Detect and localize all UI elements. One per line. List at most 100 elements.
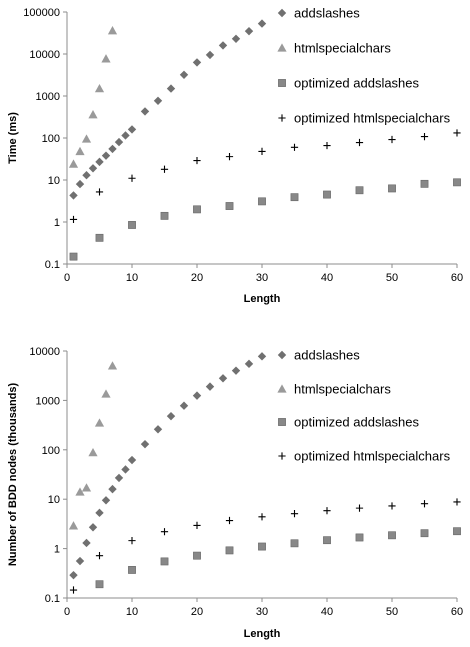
series-plus [69,129,461,224]
data-point-diamond [114,473,124,483]
data-point-plus [453,498,461,506]
data-point-diamond [205,382,215,391]
x-tick-label: 60 [451,272,463,284]
data-point-square [323,190,331,199]
data-point-diamond [108,484,117,494]
data-point-plus [95,552,104,560]
data-point-square [128,221,136,229]
data-point-diamond [179,70,189,79]
data-point-square [323,536,331,545]
data-point-diamond [166,411,176,421]
data-point-triangle [107,361,118,370]
series-diamond [69,19,267,200]
x-tick-label: 10 [126,272,138,284]
data-point-diamond [140,107,150,116]
data-point-triangle [94,418,105,427]
data-point-triangle [94,84,105,93]
data-point-square [160,557,169,566]
data-point-plus [69,586,78,594]
x-tick-label: 0 [64,272,70,284]
data-point-plus [128,537,136,545]
data-point-diamond [114,137,124,147]
data-point-diamond [101,151,111,160]
legend-label: addslashes [294,348,360,363]
data-point-diamond [108,144,117,154]
series-triangle [68,26,118,168]
data-point-plus [193,156,201,165]
data-point-diamond [88,164,98,173]
data-point-plus [388,502,396,510]
y-tick-label: 100000 [23,7,60,19]
data-point-diamond [121,131,130,140]
data-point-plus [453,129,461,137]
series-triangle [68,361,118,530]
data-point-diamond [244,26,254,36]
series-plus [69,498,461,594]
legend-label: htmlspecialchars [294,382,391,397]
data-point-diamond [231,34,241,44]
chart-1: 0.1 1 10 100 1000 10000 100000 0 10 20 30 40 50 60 Len… [7,6,463,306]
data-point-triangle [81,134,92,143]
data-point-square [225,546,234,555]
legend-marker-triangle [277,43,287,52]
data-point-diamond [82,171,91,180]
data-point-diamond [127,455,137,465]
data-point-square [420,179,429,188]
data-point-diamond [95,508,104,518]
data-point-triangle [75,487,85,496]
legend-label: optimized htmlspecialchars [294,449,451,464]
x-tick-label: 40 [321,606,333,618]
legend-marker-plus [278,114,286,122]
legend-marker-diamond [277,350,287,360]
legend-marker-square [278,418,286,426]
y-axis-title: Number of BDD nodes (thousands) [7,383,19,567]
data-point-plus [290,143,299,151]
data-point-square [290,539,299,548]
x-tick-label: 60 [451,606,463,618]
y-tick-label: 10000 [29,346,60,358]
data-point-diamond [192,391,202,400]
x-tick-label: 30 [256,606,268,618]
data-point-square [128,566,136,574]
x-tick-label: 20 [191,606,203,618]
data-point-plus [323,507,331,515]
data-point-diamond [75,556,85,566]
data-point-diamond [82,538,91,548]
x-tick-label: 40 [321,272,333,284]
data-point-square [355,186,364,195]
data-point-plus [420,132,429,141]
x-tick-label: 30 [256,272,268,284]
x-axis-title: Length [244,293,281,305]
y-tick-label: 1 [54,544,60,556]
y-tick-label: 1000 [36,91,60,103]
data-point-square [193,551,201,560]
data-point-diamond [257,19,267,28]
data-point-plus [420,500,429,508]
data-point-plus [258,513,266,521]
data-point-square [95,580,104,589]
data-point-plus [193,521,201,529]
data-point-triangle [88,110,98,119]
data-point-square [95,233,104,242]
series-square [95,527,461,589]
data-point-triangle [101,54,111,63]
data-point-square [160,211,169,220]
legend-label: addslashes [294,6,360,21]
data-point-square [290,193,299,202]
data-point-square [258,542,266,551]
data-point-plus [128,174,136,182]
x-tick-label: 10 [126,606,138,618]
data-point-square [69,252,78,261]
data-point-diamond [166,84,176,93]
data-point-diamond [140,439,150,449]
legend-label: optimized htmlspecialchars [294,111,451,126]
data-point-square [193,205,201,214]
legend-marker-plus [278,452,286,460]
data-point-diamond [218,41,228,50]
x-tick-label: 0 [64,606,70,618]
legend-marker-diamond [277,8,287,18]
data-point-diamond [69,570,78,580]
data-point-diamond [218,374,228,383]
data-point-diamond [192,58,202,67]
legend-marker-triangle [277,384,287,393]
